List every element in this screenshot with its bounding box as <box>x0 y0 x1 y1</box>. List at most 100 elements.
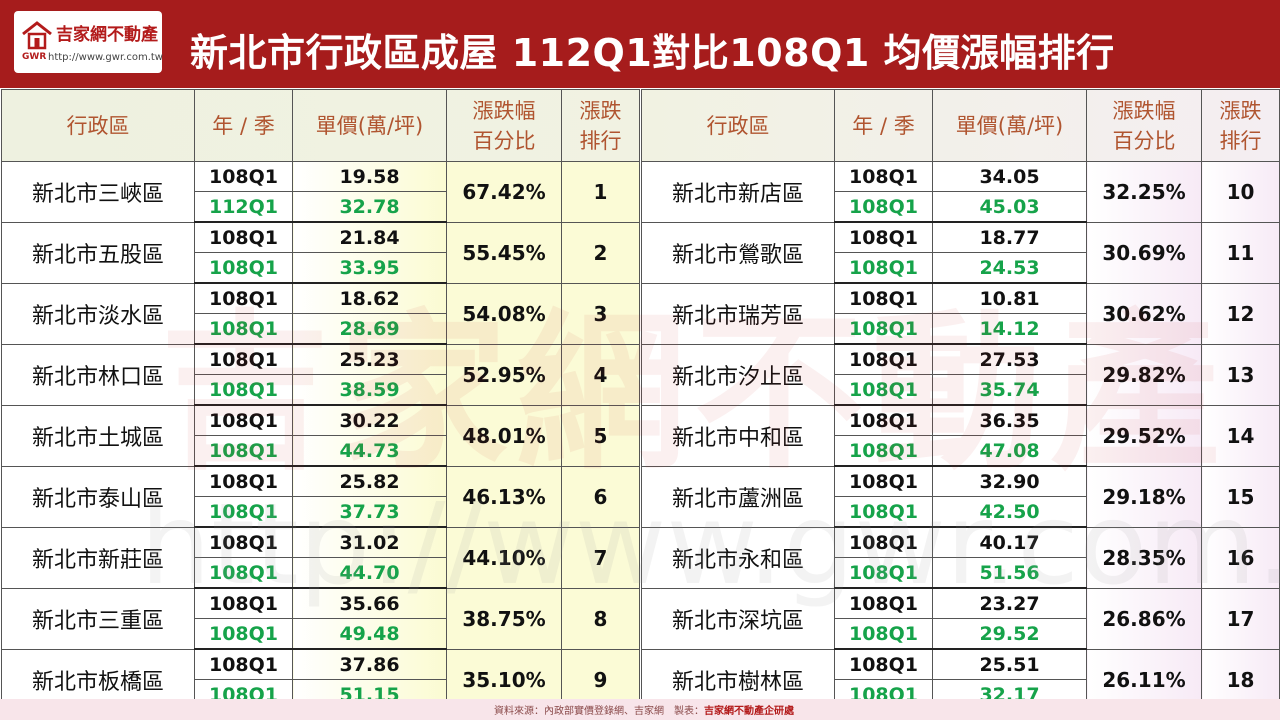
price-old-cell: 21.84 <box>292 221 447 253</box>
table-row: 新北市鶯歌區 108Q1 18.77 30.69% 11 <box>641 221 1280 284</box>
price-new-cell: 49.48 <box>292 618 447 650</box>
table-row: 新北市三重區 108Q1 35.66 38.75% 8 <box>1 587 640 650</box>
col-header-rank-line2: 排行 <box>1219 128 1262 153</box>
season-old-cell: 108Q1 <box>834 465 933 497</box>
rank-cell: 7 <box>561 526 640 589</box>
rank-cell: 17 <box>1201 587 1280 650</box>
season-new-cell: 108Q1 <box>834 252 933 284</box>
table-row: 108Q1 42.50 <box>642 496 1280 528</box>
season-old-cell: 108Q1 <box>194 465 293 497</box>
season-old-cell: 108Q1 <box>834 221 933 253</box>
season-old-cell: 108Q1 <box>194 343 293 375</box>
price-old-cell: 27.53 <box>932 343 1087 375</box>
rank-cell: 12 <box>1201 282 1280 345</box>
col-header-price: 單價(萬/坪) <box>292 89 447 162</box>
district-cell: 新北市新莊區 <box>1 526 195 589</box>
season-old-cell: 108Q1 <box>834 404 933 436</box>
price-new-cell: 45.03 <box>932 191 1087 223</box>
table-row: 新北市泰山區 108Q1 25.82 46.13% 6 <box>1 465 640 528</box>
district-cell: 新北市五股區 <box>1 221 195 284</box>
price-old-cell: 30.22 <box>292 404 447 436</box>
header-bar: 吉家網不動產 GWR http://www.gwr.com.tw 新北市行政區成… <box>0 0 1280 88</box>
table-row: 新北市中和區 108Q1 36.35 29.52% 14 <box>641 404 1280 467</box>
rank-cell: 4 <box>561 343 640 406</box>
pct-cell: 26.86% <box>1086 587 1202 650</box>
price-new-cell: 28.69 <box>292 313 447 345</box>
pct-cell: 28.35% <box>1086 526 1202 589</box>
col-header-pct: 漲跌幅 百分比 <box>446 89 562 162</box>
rank-cell: 6 <box>561 465 640 528</box>
season-new-cell: 108Q1 <box>834 618 933 650</box>
col-header-pct: 漲跌幅 百分比 <box>1086 89 1202 162</box>
district-cell: 新北市土城區 <box>1 404 195 467</box>
district-cell: 新北市泰山區 <box>1 465 195 528</box>
pct-cell: 32.25% <box>1086 161 1202 223</box>
col-header-pct-line2: 百分比 <box>472 128 536 153</box>
col-header-district: 行政區 <box>641 89 835 162</box>
ranking-table-right: 行政區 年 / 季 單價(萬/坪) 漲跌幅 百分比 漲跌 排行 新北市新店區 108Q… <box>641 89 1280 711</box>
price-old-cell: 35.66 <box>292 587 447 619</box>
season-old-cell: 108Q1 <box>834 161 933 192</box>
season-new-cell: 112Q1 <box>194 191 293 223</box>
pct-cell: 30.69% <box>1086 221 1202 284</box>
pct-cell: 54.08% <box>446 282 562 345</box>
season-new-cell: 108Q1 <box>194 496 293 528</box>
pct-cell: 44.10% <box>446 526 562 589</box>
table-row: 新北市深坑區 108Q1 23.27 26.86% 17 <box>641 587 1280 650</box>
district-cell: 新北市淡水區 <box>1 282 195 345</box>
table-row: 108Q1 47.08 <box>642 435 1280 467</box>
col-header-rank-line2: 排行 <box>579 128 622 153</box>
table-row: 新北市樹林區 108Q1 25.51 26.11% 18 <box>641 648 1280 711</box>
table-row: 108Q1 35.74 <box>642 374 1280 406</box>
season-new-cell: 108Q1 <box>834 435 933 467</box>
season-old-cell: 108Q1 <box>834 648 933 680</box>
season-new-cell: 108Q1 <box>194 313 293 345</box>
price-old-cell: 36.35 <box>932 404 1087 436</box>
col-header-price: 單價(萬/坪) <box>932 89 1087 162</box>
table-header-row: 行政區 年 / 季 單價(萬/坪) 漲跌幅 百分比 漲跌 排行 <box>641 89 1280 162</box>
rank-cell: 14 <box>1201 404 1280 467</box>
price-new-cell: 29.52 <box>932 618 1087 650</box>
col-header-pct-line1: 漲跌幅 <box>472 98 536 123</box>
price-old-cell: 19.58 <box>292 161 447 192</box>
table-row: 新北市三峽區 108Q1 19.58 67.42% 1 <box>1 161 640 223</box>
season-new-cell: 108Q1 <box>834 313 933 345</box>
rank-cell: 1 <box>561 161 640 223</box>
table-row: 108Q1 44.70 <box>2 557 640 589</box>
logo-abbr: GWR <box>22 52 47 62</box>
col-header-district: 行政區 <box>1 89 195 162</box>
col-header-rank-line1: 漲跌 <box>1219 98 1262 123</box>
pct-cell: 29.18% <box>1086 465 1202 528</box>
district-cell: 新北市中和區 <box>641 404 835 467</box>
rank-cell: 10 <box>1201 161 1280 223</box>
price-old-cell: 31.02 <box>292 526 447 558</box>
ranking-table-left: 行政區 年 / 季 單價(萬/坪) 漲跌幅 百分比 漲跌 排行 新北市三峽區 108Q… <box>1 89 640 711</box>
price-new-cell: 35.74 <box>932 374 1087 406</box>
season-new-cell: 108Q1 <box>194 252 293 284</box>
season-old-cell: 108Q1 <box>194 587 293 619</box>
logo[interactable]: 吉家網不動產 GWR http://www.gwr.com.tw <box>14 11 163 73</box>
season-old-cell: 108Q1 <box>834 282 933 314</box>
price-new-cell: 42.50 <box>932 496 1087 528</box>
logo-name: 吉家網不動產 <box>56 25 158 45</box>
season-old-cell: 108Q1 <box>194 161 293 192</box>
table-row: 108Q1 24.53 <box>642 252 1280 284</box>
col-header-pct-line1: 漲跌幅 <box>1112 98 1176 123</box>
table-row: 108Q1 51.56 <box>642 557 1280 589</box>
logo-url: http://www.gwr.com.tw <box>48 52 163 63</box>
table-row: 新北市蘆洲區 108Q1 32.90 29.18% 15 <box>641 465 1280 528</box>
season-old-cell: 108Q1 <box>834 526 933 558</box>
season-new-cell: 108Q1 <box>834 557 933 589</box>
price-new-cell: 32.78 <box>292 191 447 223</box>
season-new-cell: 108Q1 <box>834 191 933 223</box>
district-cell: 新北市瑞芳區 <box>641 282 835 345</box>
house-logo-icon <box>22 21 52 50</box>
price-old-cell: 18.62 <box>292 282 447 314</box>
district-cell: 新北市新店區 <box>641 161 835 223</box>
source-note: 資料來源：內政部實價登錄網、吉家網 製表：吉家網不動產企研處 <box>494 702 794 717</box>
pct-cell: 38.75% <box>446 587 562 650</box>
rank-cell: 15 <box>1201 465 1280 528</box>
pct-cell: 52.95% <box>446 343 562 406</box>
season-new-cell: 108Q1 <box>194 435 293 467</box>
district-cell: 新北市三重區 <box>1 587 195 650</box>
